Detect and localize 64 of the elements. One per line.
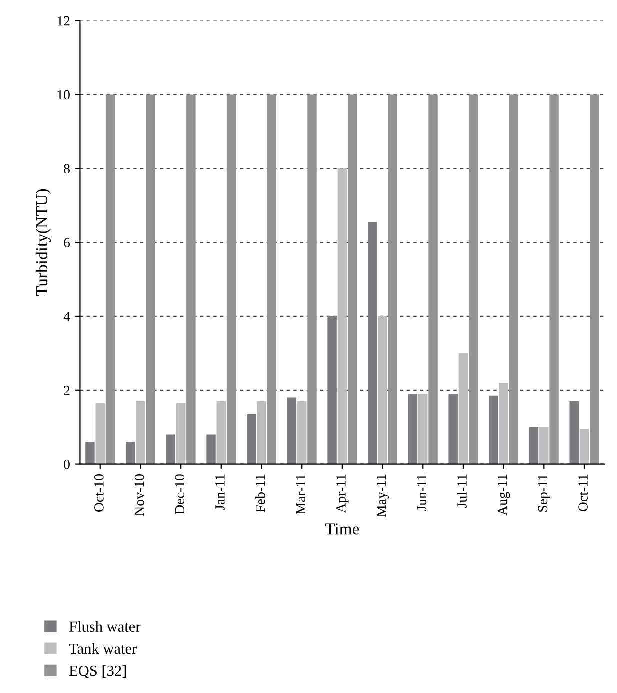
y-tick-label: 12 (58, 16, 70, 26)
y-tick-label: 4 (64, 312, 70, 322)
bar (580, 429, 590, 464)
y-tick-label: 8 (64, 164, 70, 174)
bar (226, 94, 236, 464)
bar (489, 396, 498, 464)
x-tick-label: Aug-11 (498, 474, 510, 516)
bar (388, 94, 398, 464)
x-tick-label: Sep-11 (538, 474, 550, 512)
bar (570, 401, 579, 464)
bar (590, 94, 600, 464)
bar (408, 394, 418, 464)
x-tick-label: Apr-11 (336, 474, 349, 514)
bar (166, 434, 176, 464)
bar (328, 316, 337, 464)
bar (186, 94, 196, 464)
bar (297, 401, 307, 464)
bar (458, 353, 468, 464)
y-tick-label: 10 (58, 90, 70, 100)
bar (378, 316, 388, 464)
x-tick-label: Oct-11 (578, 474, 588, 512)
x-tick-label: Jan-11 (216, 474, 225, 510)
legend-label: Tank water (69, 643, 137, 654)
bar (308, 94, 317, 464)
x-tick-label: Oct-10 (94, 474, 104, 512)
bar (257, 401, 266, 464)
bar (146, 94, 156, 464)
bar (499, 383, 508, 464)
y-axis-title: Turbidity(NTU) (36, 189, 52, 296)
bar (246, 414, 256, 464)
x-tick-label: Dec-10 (175, 474, 185, 515)
bar (176, 403, 186, 464)
bar (136, 401, 146, 464)
x-tick-label: Jul-11 (457, 474, 467, 508)
bar (86, 442, 95, 464)
bar (540, 427, 549, 464)
bar (338, 168, 348, 464)
x-tick-label: May-11 (376, 474, 390, 518)
bar (418, 394, 428, 464)
y-tick-label: 0 (64, 460, 70, 470)
x-tick-label: Nov-10 (134, 474, 144, 516)
bar (206, 434, 216, 464)
bar (428, 94, 438, 464)
x-tick-label: Mar-11 (296, 474, 306, 514)
bar (287, 398, 297, 464)
bar (126, 442, 136, 464)
x-tick-label: Jun-11 (417, 474, 427, 512)
bar (509, 94, 519, 464)
bar (96, 403, 105, 464)
bar (468, 94, 478, 464)
bar (216, 401, 226, 464)
bar (448, 394, 458, 464)
bar (106, 94, 116, 464)
bar (550, 94, 559, 464)
bar (529, 427, 539, 464)
bar (267, 94, 277, 464)
y-tick-label: 2 (64, 386, 70, 396)
legend-label: EQS [32] (69, 665, 126, 678)
y-tick-label: 6 (64, 238, 70, 248)
legend-label: Flush water (69, 621, 141, 632)
x-axis-title: Time (325, 524, 360, 535)
x-tick-label: Feb-11 (255, 474, 266, 512)
bar (368, 222, 378, 464)
bar (348, 94, 358, 464)
